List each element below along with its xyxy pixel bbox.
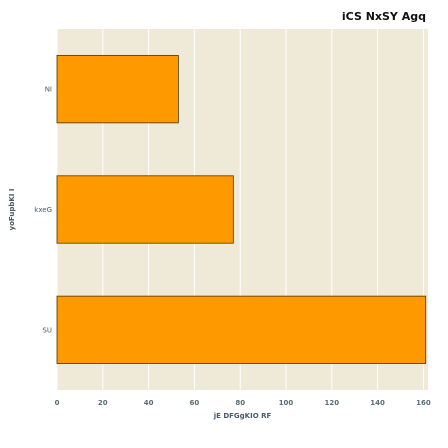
chart-title: iCS NxSY Agq xyxy=(341,10,426,23)
category-labels: NI kxeG SU xyxy=(34,86,52,335)
bars xyxy=(56,55,427,364)
bar-ni xyxy=(56,55,179,124)
category-label: SU xyxy=(42,326,52,334)
x-tick-label: 20 xyxy=(98,399,108,407)
x-axis-label: jE DFGgKIO RF xyxy=(213,412,272,420)
bar-kxeg xyxy=(56,175,234,244)
y-axis-label: yoFupbKI I xyxy=(8,189,16,231)
x-tick-label: 140 xyxy=(370,399,385,407)
x-tick-label: 40 xyxy=(144,399,154,407)
x-tick-label: 0 xyxy=(55,399,60,407)
bar-su xyxy=(56,295,427,364)
x-tick-label: 100 xyxy=(279,399,294,407)
category-label: NI xyxy=(45,86,52,94)
category-label: kxeG xyxy=(34,206,52,214)
x-tick-labels: 0 20 40 60 80 100 120 140 160 xyxy=(55,399,431,407)
x-tick-label: 120 xyxy=(325,399,340,407)
x-tick-label: 60 xyxy=(190,399,200,407)
x-tick-label: 80 xyxy=(235,399,245,407)
x-tick-label: 160 xyxy=(416,399,431,407)
